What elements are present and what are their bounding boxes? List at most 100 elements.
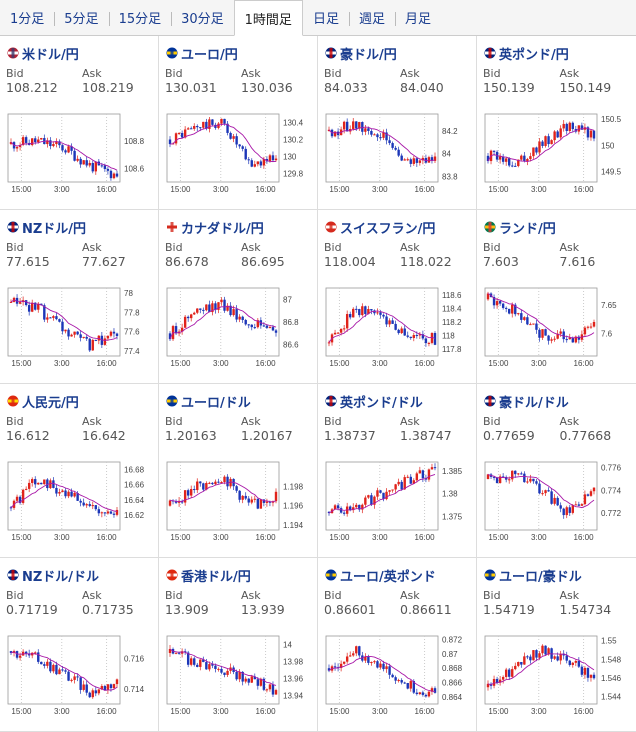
- x-tick-label: 3:00: [54, 533, 70, 542]
- candle-body: [577, 336, 581, 340]
- candle-body: [511, 304, 514, 314]
- candle-body: [244, 320, 247, 325]
- candle-body: [495, 477, 499, 484]
- candle-body: [76, 676, 79, 678]
- price-chart: 15:00 3:00 16:00 150.5 150 149.5: [484, 113, 622, 194]
- pair-card: 15:00 3:00 16:00 0.716 0.714 NZドル/ドル Bid Ask 0.7…: [0, 558, 159, 732]
- candle-body: [24, 300, 28, 306]
- ch-flag-icon: [325, 221, 337, 233]
- bid-value: 86.678: [165, 254, 209, 269]
- pair-name-link[interactable]: ユーロ/ドル: [165, 392, 317, 411]
- candle-body: [183, 316, 187, 328]
- tab-0[interactable]: 1分足: [10, 12, 45, 27]
- tab-6[interactable]: 週足: [348, 0, 395, 35]
- bid-value: 1.20163: [165, 428, 217, 443]
- pair-name-link[interactable]: 人民元/円: [6, 392, 158, 411]
- tab-1[interactable]: 5分足: [54, 0, 108, 35]
- ask-value: 1.38747: [400, 428, 452, 443]
- moving-average-line: [487, 653, 595, 686]
- candle-body: [523, 155, 526, 162]
- candle-body: [34, 479, 37, 485]
- pair-name-link[interactable]: NZドル/ドル: [6, 566, 158, 585]
- pair-name-link[interactable]: カナダドル/円: [165, 218, 317, 237]
- pair-name-link[interactable]: 香港ドル/円: [165, 566, 317, 585]
- timeframe-tabs: 1分足 5分足 15分足 30分足 1時間足 日足 週足 月足: [0, 0, 636, 36]
- candle-body: [345, 121, 349, 132]
- tab-4[interactable]: 1時間足: [233, 0, 303, 36]
- tab-3[interactable]: 30分足: [171, 0, 234, 35]
- pair-name-link[interactable]: ユーロ/豪ドル: [483, 566, 636, 585]
- pair-name: ユーロ/豪ドル: [499, 569, 582, 585]
- candle-body: [67, 671, 70, 681]
- y-tick-label: 7.6: [601, 329, 613, 338]
- candle-body: [223, 672, 226, 675]
- eu-flag-icon: [166, 395, 178, 407]
- candle-body: [208, 304, 211, 313]
- y-tick-label: 0.864: [442, 693, 463, 702]
- candle-body: [9, 301, 13, 303]
- candle-body: [421, 334, 425, 339]
- pair-name: ランド/円: [499, 221, 556, 237]
- price-chart: 15:00 3:00 16:00 84.2 84 83.8: [325, 113, 458, 194]
- candle-body: [220, 299, 223, 303]
- rate-grid: 15:00 3:00 16:00 108.8 108.6 米ドル/円 Bid Ask 108.2…: [0, 36, 636, 732]
- chart-frame: [325, 635, 439, 705]
- y-tick-label: 77.8: [124, 308, 140, 317]
- price-chart: 15:00 3:00 16:00 0.776 0.774 0.772: [484, 461, 622, 542]
- tab-5[interactable]: 日足: [312, 12, 339, 27]
- pair-name-link[interactable]: 英ポンド/ドル: [324, 392, 476, 411]
- candle-body: [538, 141, 541, 153]
- pair-name-link[interactable]: ランド/円: [483, 218, 636, 237]
- candle-body: [553, 656, 556, 659]
- candle-body: [100, 686, 104, 690]
- x-tick-label: 15:00: [488, 707, 509, 716]
- chart-frame: [166, 287, 280, 357]
- y-tick-label: 14: [283, 641, 292, 650]
- candle-body: [427, 469, 431, 480]
- pair-card: 15:00 3:00 16:00 108.8 108.6 米ドル/円 Bid Ask 108.2…: [0, 36, 159, 210]
- candle-body: [24, 137, 28, 143]
- pair-name-link[interactable]: 豪ドル/円: [324, 44, 476, 63]
- candle-body: [88, 162, 91, 166]
- candle-body: [186, 652, 190, 665]
- candle-body: [385, 316, 388, 325]
- bid-label: Bid: [165, 67, 183, 80]
- candle-body: [556, 656, 559, 661]
- candle-body: [193, 658, 196, 665]
- candle-body: [262, 678, 266, 690]
- candle-body: [370, 309, 373, 311]
- candle-body: [526, 656, 529, 658]
- y-tick-label: 16.64: [124, 496, 145, 505]
- tab-2[interactable]: 15分足: [108, 0, 172, 35]
- pair-name-link[interactable]: ユーロ/円: [165, 44, 317, 63]
- candle-body: [592, 130, 596, 139]
- pair-name-link[interactable]: NZドル/円: [6, 218, 158, 237]
- candle-body: [238, 490, 241, 500]
- x-tick-label: 16:00: [574, 185, 595, 194]
- candle-body: [418, 470, 422, 474]
- x-tick-label: 3:00: [213, 185, 229, 194]
- y-tick-label: 86.6: [283, 341, 299, 350]
- candle-body: [88, 338, 91, 351]
- candle-body: [433, 332, 437, 345]
- pair-name-link[interactable]: スイスフラン/円: [324, 218, 476, 237]
- candle-body: [364, 306, 367, 315]
- x-tick-label: 15:00: [170, 185, 191, 194]
- pair-name-link[interactable]: 英ポンド/円: [483, 44, 636, 63]
- candle-body: [271, 327, 275, 331]
- candle-body: [79, 334, 82, 338]
- candle-body: [430, 688, 434, 692]
- y-tick-label: 77.6: [124, 328, 140, 337]
- tab-7[interactable]: 月足: [394, 0, 441, 35]
- candle-body: [352, 121, 355, 129]
- pair-name-link[interactable]: 豪ドル/ドル: [483, 392, 636, 411]
- candle-body: [403, 159, 406, 161]
- y-tick-label: 1.548: [601, 655, 622, 664]
- candle-body: [427, 342, 431, 344]
- x-tick-label: 16:00: [415, 359, 436, 368]
- pair-name-link[interactable]: ユーロ/英ポンド: [324, 566, 476, 585]
- pair-name-link[interactable]: 米ドル/円: [6, 44, 158, 63]
- candle-body: [535, 481, 538, 484]
- x-tick-label: 15:00: [329, 359, 350, 368]
- candle-body: [342, 121, 346, 130]
